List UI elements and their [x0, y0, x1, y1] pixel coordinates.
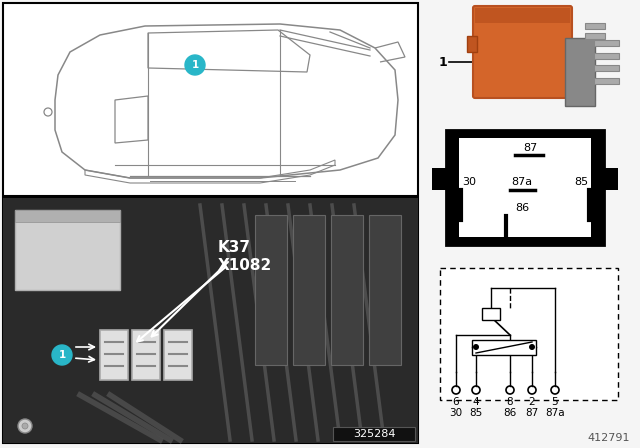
- Bar: [446, 130, 604, 245]
- Bar: [482, 308, 500, 320]
- Text: 1: 1: [58, 350, 66, 360]
- Bar: [604, 168, 618, 190]
- Text: 2: 2: [529, 397, 535, 407]
- Text: 1: 1: [191, 60, 198, 70]
- Text: 86: 86: [504, 408, 516, 418]
- Bar: [585, 33, 605, 39]
- Text: 30: 30: [449, 408, 463, 418]
- Bar: [15, 210, 120, 222]
- Text: X1082: X1082: [218, 258, 272, 272]
- Bar: [565, 38, 595, 106]
- Polygon shape: [475, 8, 570, 23]
- FancyBboxPatch shape: [473, 6, 572, 98]
- Text: 86: 86: [515, 203, 529, 213]
- Bar: [100, 330, 128, 380]
- Bar: [333, 427, 415, 441]
- Circle shape: [18, 419, 32, 433]
- Text: 85: 85: [574, 177, 588, 187]
- Bar: [585, 23, 605, 29]
- Text: 87a: 87a: [511, 177, 532, 187]
- Text: 8: 8: [507, 397, 513, 407]
- Text: K37: K37: [218, 240, 251, 254]
- Bar: [594, 65, 619, 71]
- Text: 1: 1: [438, 56, 447, 69]
- Bar: [432, 168, 446, 190]
- Circle shape: [473, 344, 479, 350]
- Bar: [293, 215, 325, 365]
- Text: 5: 5: [552, 397, 558, 407]
- Bar: [3, 198, 418, 443]
- Bar: [132, 330, 160, 380]
- Text: 87: 87: [525, 408, 539, 418]
- Bar: [3, 198, 418, 443]
- Circle shape: [529, 344, 535, 350]
- Bar: [15, 210, 120, 290]
- Bar: [459, 138, 591, 237]
- Bar: [467, 36, 477, 52]
- Bar: [594, 40, 619, 46]
- Text: 30: 30: [462, 177, 476, 187]
- Text: 4: 4: [473, 397, 479, 407]
- Bar: [594, 53, 619, 59]
- Bar: [164, 330, 192, 380]
- Text: 6: 6: [452, 397, 460, 407]
- Bar: [369, 215, 401, 365]
- Text: 87: 87: [523, 143, 537, 153]
- Bar: [440, 268, 618, 400]
- Circle shape: [185, 55, 205, 75]
- Bar: [331, 215, 363, 365]
- Bar: [3, 3, 418, 196]
- Bar: [594, 78, 619, 84]
- Text: 87a: 87a: [545, 408, 565, 418]
- Text: 325284: 325284: [353, 429, 396, 439]
- Bar: [255, 215, 287, 365]
- Text: 412791: 412791: [588, 433, 630, 443]
- Circle shape: [22, 423, 28, 429]
- Bar: [472, 340, 536, 355]
- Circle shape: [52, 345, 72, 365]
- Text: 85: 85: [469, 408, 483, 418]
